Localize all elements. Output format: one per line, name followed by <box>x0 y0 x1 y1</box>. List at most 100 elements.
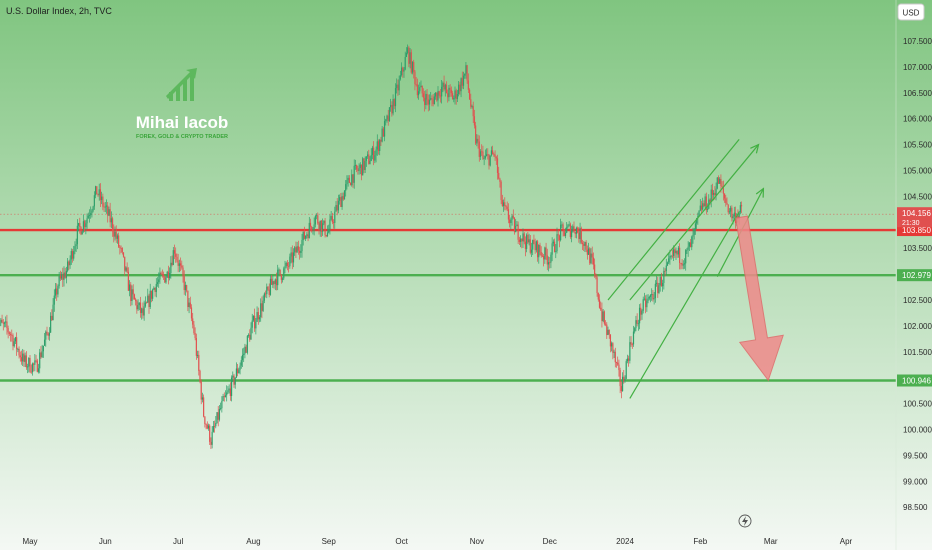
candle-body <box>526 234 528 249</box>
candle-body <box>46 331 48 334</box>
candle-body <box>86 218 88 224</box>
candle-body <box>20 357 23 362</box>
candle-body <box>686 249 688 251</box>
candle-body <box>534 244 536 251</box>
currency-button[interactable]: USD <box>897 3 925 21</box>
candle-body <box>470 99 472 107</box>
candle-body <box>563 229 565 236</box>
y-tick-label: 101.500 <box>903 348 932 357</box>
candle-body <box>369 160 371 164</box>
candle-body <box>646 300 648 308</box>
candle-body <box>50 315 52 333</box>
candle-body <box>580 228 582 243</box>
channel-upper-line[interactable] <box>607 139 740 301</box>
candle-body <box>183 276 185 291</box>
candle-body <box>342 196 344 200</box>
candle-body <box>70 251 72 260</box>
candle-body <box>562 224 564 230</box>
candle-body <box>575 227 578 234</box>
candle-body <box>325 235 327 237</box>
candle-body <box>621 376 624 392</box>
candle-body <box>328 229 330 233</box>
candle-body <box>359 164 361 168</box>
candle-body <box>551 243 553 255</box>
candle-body <box>92 206 94 211</box>
projection-arrow[interactable] <box>735 215 784 382</box>
candle-body <box>209 425 211 442</box>
channel-lower-line[interactable] <box>629 211 740 399</box>
candle-body <box>7 328 9 333</box>
countdown-label: 21:30 <box>902 220 920 227</box>
candle-body <box>464 73 466 76</box>
candle-body <box>484 155 486 159</box>
candle-body <box>586 249 588 255</box>
candle-body <box>8 332 10 334</box>
candle-body <box>422 93 425 98</box>
y-tick-label: 100.000 <box>903 426 932 435</box>
time-axis[interactable]: May Jun Jul Aug Sep Oct Nov Dec 2024 Feb Mar Apr <box>22 537 852 546</box>
candle-body <box>181 265 183 268</box>
candle-body <box>611 343 613 347</box>
candle-body <box>360 164 363 176</box>
candle-body <box>665 265 667 272</box>
candle-body <box>523 233 525 242</box>
candle-body <box>230 377 233 396</box>
candle-body <box>663 270 665 283</box>
price-axis[interactable]: 98.50099.00099.500100.000100.500101.0001… <box>897 37 932 512</box>
candle-body <box>322 223 324 232</box>
candle-body <box>277 269 279 286</box>
candle-body <box>473 116 476 126</box>
lightning-icon[interactable] <box>738 514 752 528</box>
candle-body <box>488 154 490 166</box>
candle-body <box>428 99 431 105</box>
candle-body <box>193 324 195 334</box>
candle-body <box>740 205 743 207</box>
candle-body <box>229 388 231 396</box>
candle-body <box>364 160 366 171</box>
candle-body <box>132 289 134 295</box>
level-badge-label: 103.850 <box>902 226 931 235</box>
projection-arrow-shape[interactable] <box>735 215 784 382</box>
candle-body <box>226 392 228 396</box>
candle-body <box>692 234 694 237</box>
candle-body <box>396 84 398 89</box>
logo: Mihai Iacob FOREX, GOLD & CRYPTO TRADER <box>136 68 228 140</box>
channel-arrow-line-1[interactable] <box>629 144 760 301</box>
level-badge-102.979[interactable] <box>897 269 932 282</box>
candle-body <box>596 277 598 294</box>
candle-body <box>285 262 287 267</box>
candle-body <box>158 279 160 283</box>
candle-body <box>341 196 343 208</box>
candle-body <box>507 209 510 220</box>
level-badge-100.946[interactable] <box>897 374 932 387</box>
candle-body <box>674 249 676 254</box>
candle-body <box>739 205 741 213</box>
candle-body <box>356 165 358 170</box>
candle-body <box>85 223 87 228</box>
candle-body <box>677 247 680 255</box>
candle-body <box>31 363 34 373</box>
candle-body <box>80 227 82 235</box>
candle-body <box>540 251 542 256</box>
current-price-badge[interactable] <box>897 207 932 228</box>
candle-body <box>113 231 115 237</box>
candle-body <box>698 210 700 216</box>
candle-body <box>519 238 522 242</box>
candle-body <box>499 178 501 182</box>
candle-body <box>530 249 533 253</box>
candle-body <box>655 282 658 284</box>
candle-body <box>489 155 491 166</box>
candle-body <box>601 309 603 321</box>
candle-body <box>635 320 637 329</box>
currency-button-label: USD <box>903 9 920 18</box>
candle-body <box>399 75 401 80</box>
candle-body <box>613 351 615 353</box>
candle-body <box>170 262 172 274</box>
candle-body <box>417 91 420 96</box>
candle-body <box>566 227 568 233</box>
candle-body <box>411 61 414 73</box>
candle-body <box>111 218 114 232</box>
candle-body <box>570 230 573 238</box>
candle-body <box>124 256 126 271</box>
